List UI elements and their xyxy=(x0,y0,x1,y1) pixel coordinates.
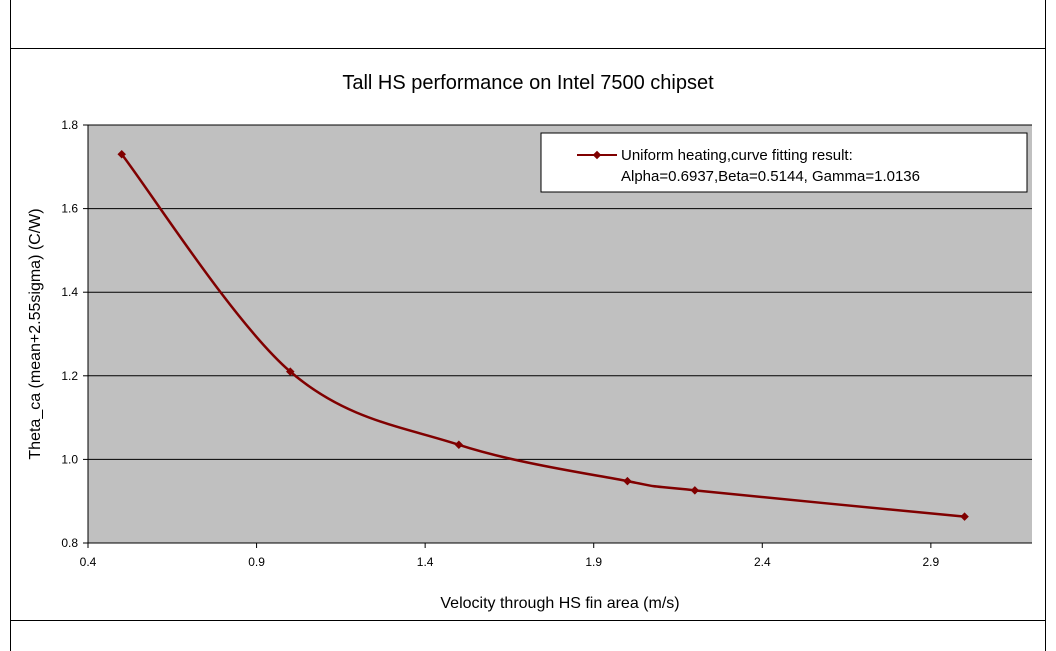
x-tick-label: 2.9 xyxy=(923,555,940,569)
x-tick-label: 1.9 xyxy=(585,555,602,569)
y-tick-label: 1.4 xyxy=(61,285,78,299)
chart-title: Tall HS performance on Intel 7500 chipse… xyxy=(342,72,714,94)
x-tick-label: 1.4 xyxy=(417,555,434,569)
y-tick-label: 0.8 xyxy=(61,536,78,550)
y-axis-label: Theta_ca (mean+2.55sigma) (C/W) xyxy=(27,208,44,459)
series-line xyxy=(120,153,965,518)
top-divider xyxy=(10,48,1046,49)
y-tick-label: 1.0 xyxy=(61,452,78,466)
legend-label-line2: Alpha=0.6937,Beta=0.5144, Gamma=1.0136 xyxy=(621,168,920,185)
legend-box xyxy=(540,132,1028,193)
data-point xyxy=(117,150,126,159)
y-tick-label: 1.2 xyxy=(61,369,78,383)
legend: Uniform heating,curve fitting result: Al… xyxy=(540,132,1028,193)
chart-frame xyxy=(10,0,1046,651)
data-point xyxy=(960,512,969,521)
data-point xyxy=(690,486,700,495)
legend-label-line1: Uniform heating,curve fitting result: xyxy=(621,147,853,164)
data-point xyxy=(454,440,464,450)
plot-area xyxy=(88,125,1032,543)
x-axis-label: Velocity through HS fin area (m/s) xyxy=(440,595,679,612)
x-tick-label: 2.4 xyxy=(754,555,771,569)
y-tick-label: 1.8 xyxy=(61,118,78,132)
data-point xyxy=(623,476,632,486)
data-point xyxy=(286,367,295,376)
bottom-divider xyxy=(10,620,1046,621)
x-tick-label: 0.9 xyxy=(248,555,265,569)
y-tick-label: 1.6 xyxy=(61,202,78,216)
x-tick-label: 0.4 xyxy=(80,555,97,569)
